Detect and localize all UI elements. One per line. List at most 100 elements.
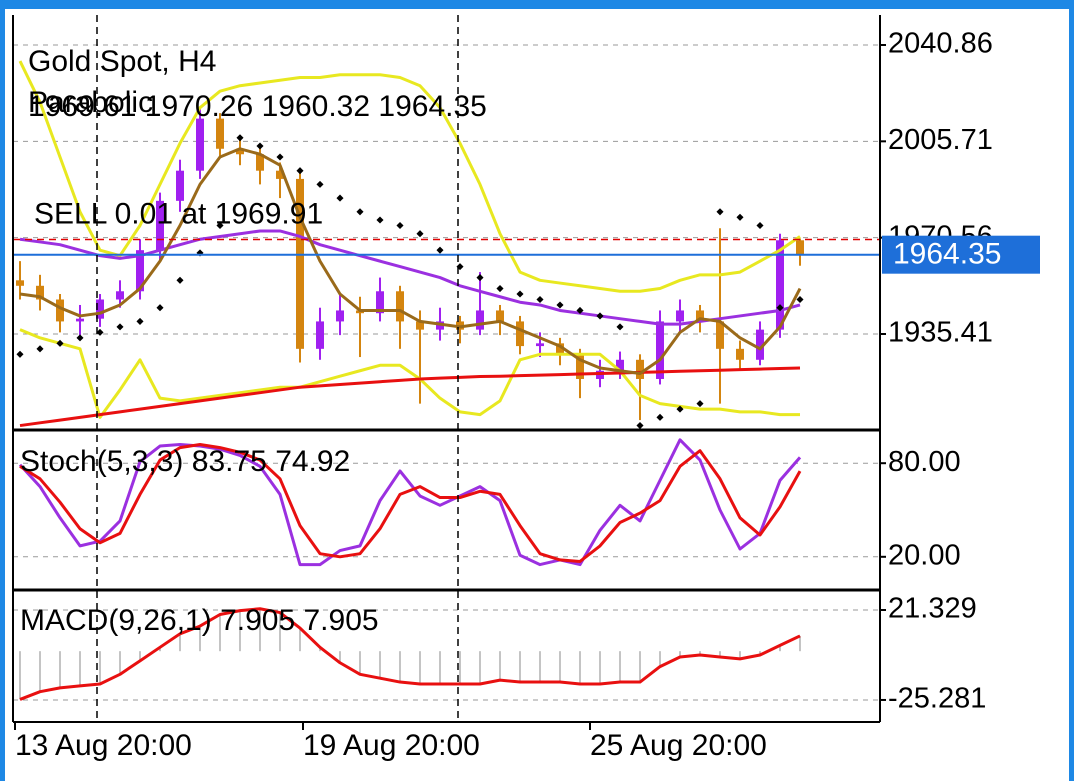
candle-body — [576, 354, 584, 379]
candle-body — [216, 118, 224, 149]
sar-dot — [676, 405, 684, 413]
candle-body — [556, 343, 564, 355]
sar-dot — [416, 230, 424, 238]
macd-title: MACD(9,26,1) — [20, 604, 212, 637]
candle-body — [76, 318, 84, 322]
candle-body — [276, 170, 284, 179]
y-tick-label: 2040.86 — [888, 28, 993, 60]
indicator-line — [19, 366, 801, 428]
bid-price-label: 1964.35 — [893, 238, 1001, 271]
candle-body — [696, 310, 704, 322]
candle-body — [296, 178, 304, 349]
candle-body — [676, 310, 684, 322]
candle-body — [656, 321, 664, 379]
indicator-line — [19, 229, 801, 326]
sar-dot — [276, 153, 284, 161]
order-label: SELL 0.01 at 1969.91 — [34, 197, 323, 230]
candle-body — [336, 310, 344, 322]
y-tick-label: 80.00 — [888, 446, 961, 478]
sar-dot — [356, 208, 364, 216]
time-label: 19 Aug 20:00 — [303, 729, 480, 762]
candle-body — [516, 321, 524, 347]
sar-dot — [596, 312, 604, 320]
candle-body — [476, 310, 484, 330]
macd-signal-value: 7.905 — [303, 604, 378, 637]
ohlc-close: 1964.35 — [378, 90, 486, 123]
sar-dot — [716, 208, 724, 216]
time-label: 25 Aug 20:00 — [590, 729, 767, 762]
stoch-k-value: 83.75 — [192, 445, 267, 478]
candle-body — [376, 291, 384, 314]
candle-body — [716, 321, 724, 349]
sar-dot — [216, 221, 224, 230]
y-tick-label: 2005.71 — [888, 124, 993, 156]
sar-dot — [756, 221, 764, 230]
candle-body — [736, 348, 744, 360]
window-top-border — [0, 0, 1074, 9]
sar-dot — [496, 284, 504, 293]
y-tick-label: 21.329 — [888, 593, 977, 625]
candle-body — [256, 154, 264, 171]
macd-label: MACD(9,26,1) 7.905 7.905 — [20, 604, 379, 637]
candle-body — [116, 291, 124, 300]
ohlc-low: 1960.32 — [262, 90, 370, 123]
candle-body — [16, 280, 24, 286]
ohlc-high: 1970.26 — [145, 90, 253, 123]
stoch-title: Stoch(5,3,3) — [20, 445, 183, 478]
stoch-d-value: 74.92 — [275, 445, 350, 478]
indicator-line — [18, 438, 802, 567]
ohlc-open: 1969.61 — [28, 90, 136, 123]
sar-dot — [536, 295, 544, 304]
sar-dot — [256, 142, 264, 150]
sar-dot — [36, 345, 44, 353]
sar-dot — [696, 400, 704, 408]
price-axis: 1935.411970.562005.712040.8620.0080.00-2… — [14, 28, 1040, 762]
frame — [12, 15, 881, 723]
macd-value: 7.905 — [220, 604, 295, 637]
indicator-line — [19, 607, 801, 701]
sar-dot — [556, 301, 564, 309]
bid-price-box — [882, 235, 1040, 274]
candle-body — [156, 200, 164, 251]
sar-dot — [316, 180, 324, 188]
indicator-line — [19, 147, 802, 375]
plot-area: SELL 0.01 at 1969.91 — [13, 44, 880, 701]
y-tick-label: 1935.41 — [888, 317, 993, 349]
time-label: 13 Aug 20:00 — [15, 729, 192, 762]
indicator-line — [18, 60, 801, 293]
candle-body — [756, 329, 764, 360]
sar-dot — [396, 221, 404, 230]
candle-body — [136, 250, 144, 292]
candle-body — [796, 240, 804, 255]
candle-body — [176, 170, 184, 201]
candle-body — [236, 148, 244, 155]
sar-dot — [76, 334, 84, 342]
sar-dot — [96, 328, 104, 336]
stoch-label: Stoch(5,3,3) 83.75 74.92 — [20, 445, 350, 478]
sar-dot — [476, 274, 484, 282]
sar-dot — [656, 413, 664, 421]
candle-body — [496, 310, 504, 322]
candle-body — [636, 359, 644, 379]
sar-dot — [616, 323, 624, 331]
y-tick-label: -25.281 — [888, 683, 986, 715]
y-tick-label: 20.00 — [888, 539, 961, 571]
sar-dot — [156, 304, 164, 312]
candle-body — [96, 299, 104, 319]
window-left-border — [0, 0, 5, 781]
sar-dot — [376, 216, 384, 224]
sar-dot — [136, 317, 144, 325]
candle-body — [316, 321, 324, 349]
sar-dot — [576, 306, 584, 314]
candle-body — [536, 343, 544, 347]
sar-dot — [776, 304, 784, 312]
indicator-line — [19, 442, 802, 563]
candle-body — [56, 299, 64, 322]
sar-dot — [436, 246, 444, 254]
sar-dot — [116, 323, 124, 331]
indicator-label: Parabolic — [28, 86, 153, 119]
sar-dot — [336, 194, 344, 202]
sar-dot — [796, 295, 804, 304]
